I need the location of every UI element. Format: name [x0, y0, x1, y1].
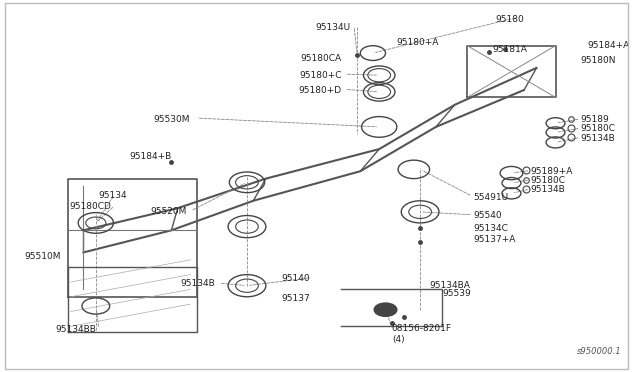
Text: s950000.1: s950000.1 — [577, 347, 621, 356]
Text: 95180+C: 95180+C — [299, 71, 341, 80]
Text: 95184+A: 95184+A — [587, 41, 629, 50]
Text: 95189: 95189 — [580, 115, 609, 124]
Text: 95530M: 95530M — [154, 115, 190, 124]
Text: 95180+A: 95180+A — [397, 38, 439, 46]
Text: 95140: 95140 — [282, 274, 310, 283]
Text: 95181A: 95181A — [493, 45, 527, 54]
Text: 95137: 95137 — [281, 294, 310, 303]
Text: 08156-8201F: 08156-8201F — [392, 324, 452, 333]
Text: 95134B: 95134B — [180, 279, 216, 288]
Text: 95189+A: 95189+A — [531, 167, 573, 176]
Text: 95539: 95539 — [442, 289, 471, 298]
Text: 95180: 95180 — [495, 15, 524, 24]
Text: 95137+A: 95137+A — [474, 235, 516, 244]
Text: 95134U: 95134U — [316, 23, 351, 32]
Text: 95180CA: 95180CA — [300, 54, 341, 63]
Text: 95134B: 95134B — [580, 134, 616, 142]
Text: 95134BB: 95134BB — [55, 326, 96, 334]
Text: 55491U: 55491U — [474, 193, 509, 202]
Circle shape — [374, 303, 397, 316]
Text: 95520M: 95520M — [151, 207, 187, 217]
Text: 95180CD: 95180CD — [70, 202, 111, 211]
Text: 95134B: 95134B — [531, 185, 565, 194]
Text: 95180N: 95180N — [580, 56, 616, 65]
Text: 95134: 95134 — [99, 191, 127, 200]
Text: 95510M: 95510M — [25, 251, 61, 261]
Text: 95134C: 95134C — [474, 224, 509, 233]
Text: 95134BA: 95134BA — [429, 281, 470, 290]
Text: 95180C: 95180C — [580, 124, 616, 133]
Text: (4): (4) — [392, 335, 404, 344]
Text: 95184+B: 95184+B — [129, 152, 172, 161]
Text: 95180C: 95180C — [531, 176, 565, 185]
Text: 95180+D: 95180+D — [298, 86, 341, 94]
Text: 95540: 95540 — [474, 211, 502, 220]
